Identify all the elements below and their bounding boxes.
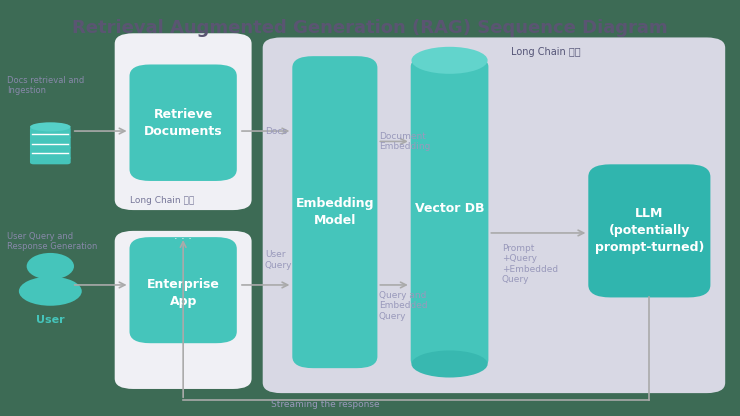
FancyBboxPatch shape bbox=[411, 58, 488, 368]
FancyBboxPatch shape bbox=[292, 56, 377, 368]
Text: Retrieval Augmented Generation (RAG) Sequence Diagram: Retrieval Augmented Generation (RAG) Seq… bbox=[73, 19, 667, 37]
Text: Embedding
Model: Embedding Model bbox=[295, 197, 374, 227]
Text: User
Query: User Query bbox=[265, 250, 292, 270]
Text: Streaming the response: Streaming the response bbox=[272, 400, 380, 409]
Ellipse shape bbox=[30, 122, 71, 131]
Text: User: User bbox=[36, 315, 64, 325]
Circle shape bbox=[27, 253, 74, 280]
Text: Docs: Docs bbox=[265, 126, 287, 136]
Text: Long Chain 🦜🔗: Long Chain 🦜🔗 bbox=[130, 196, 194, 205]
Ellipse shape bbox=[30, 154, 71, 163]
FancyBboxPatch shape bbox=[115, 33, 252, 210]
FancyBboxPatch shape bbox=[30, 127, 71, 164]
Text: LLM
(potentially
prompt-turned): LLM (potentially prompt-turned) bbox=[595, 208, 704, 254]
Ellipse shape bbox=[411, 47, 488, 74]
Ellipse shape bbox=[30, 133, 71, 142]
FancyBboxPatch shape bbox=[130, 237, 237, 343]
Text: · · ·: · · · bbox=[174, 234, 192, 244]
FancyBboxPatch shape bbox=[130, 64, 237, 181]
Text: User Query and
Response Generation: User Query and Response Generation bbox=[7, 232, 98, 251]
Text: Document
Embedding: Document Embedding bbox=[379, 132, 430, 151]
Text: Retrieve
Documents: Retrieve Documents bbox=[144, 108, 223, 138]
Ellipse shape bbox=[19, 277, 82, 306]
Text: Prompt
+Query
+Embedded
Query: Prompt +Query +Embedded Query bbox=[502, 244, 558, 284]
Text: Long Chain 🦜🔗: Long Chain 🦜🔗 bbox=[511, 47, 580, 57]
Text: Docs retrieval and
Ingestion: Docs retrieval and Ingestion bbox=[7, 76, 84, 95]
Ellipse shape bbox=[30, 143, 71, 152]
FancyBboxPatch shape bbox=[115, 231, 252, 389]
Text: Query and
Embedded
Query: Query and Embedded Query bbox=[379, 291, 428, 321]
Text: Enterprise
App: Enterprise App bbox=[147, 278, 220, 308]
FancyBboxPatch shape bbox=[263, 37, 725, 393]
Text: Vector DB: Vector DB bbox=[415, 201, 484, 215]
FancyBboxPatch shape bbox=[588, 164, 710, 297]
Ellipse shape bbox=[411, 350, 488, 378]
